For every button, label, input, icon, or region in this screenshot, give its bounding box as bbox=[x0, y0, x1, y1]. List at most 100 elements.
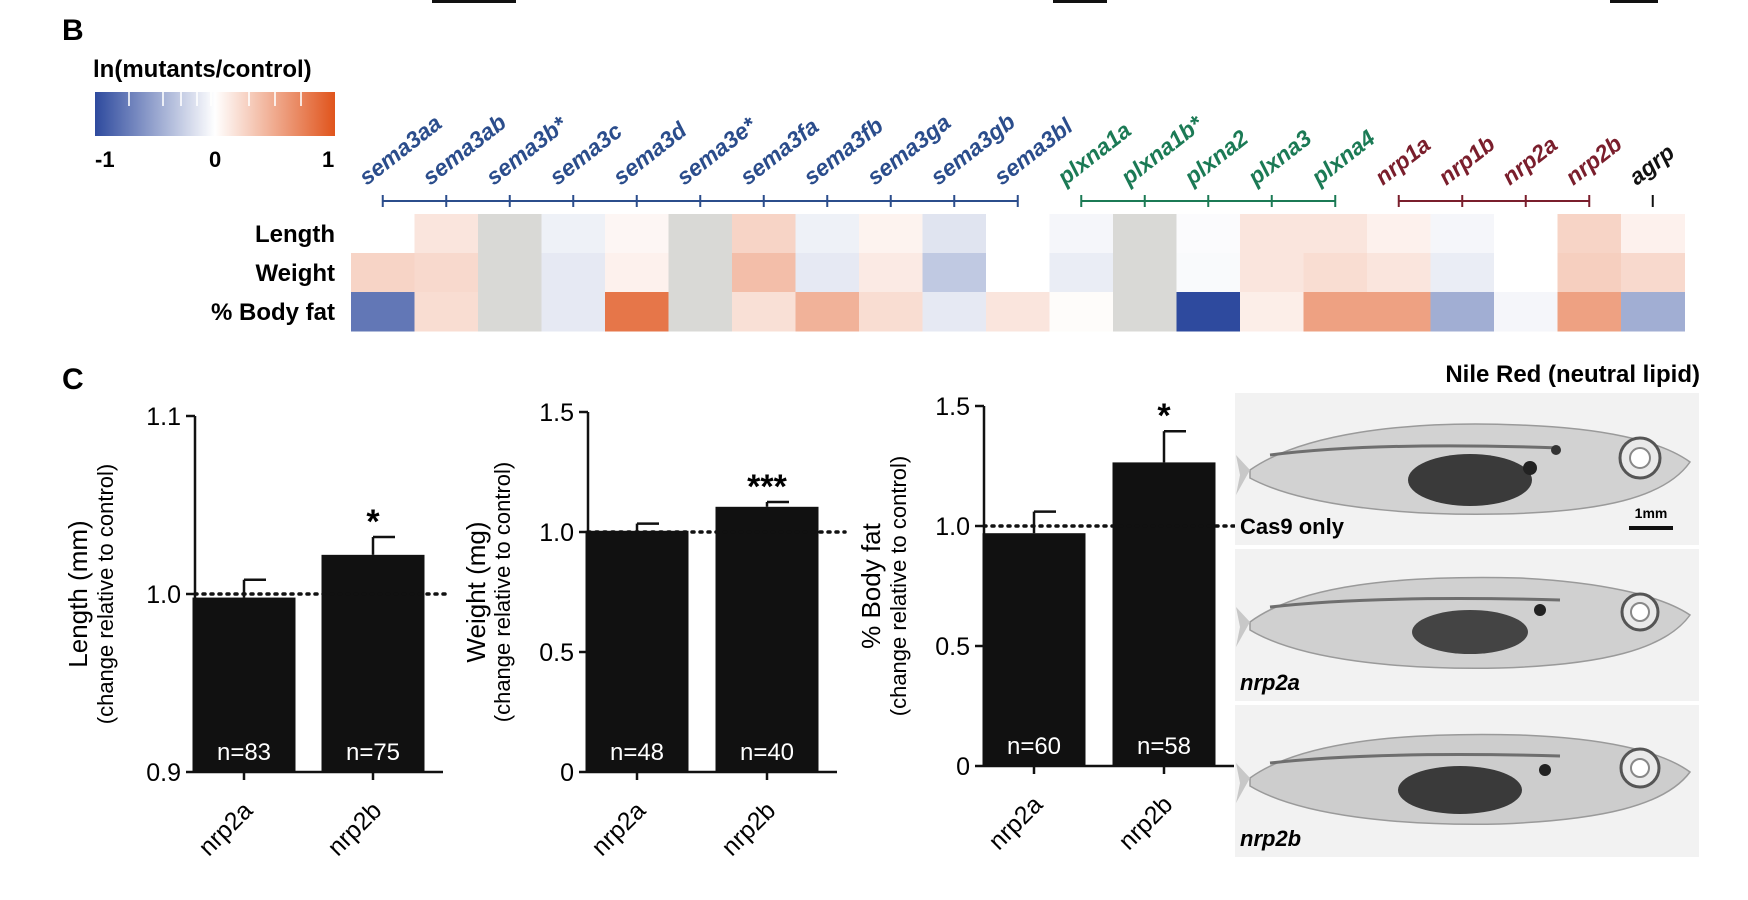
heatmap-cell bbox=[605, 253, 669, 293]
n-label: n=75 bbox=[346, 739, 400, 766]
heatmap-cell bbox=[668, 214, 733, 254]
heatmap-cell bbox=[1621, 214, 1685, 254]
heatmap-cell bbox=[1367, 253, 1431, 293]
fish-label-nrp2b: nrp2b bbox=[1240, 826, 1301, 851]
fish-label-cas9: Cas9 only bbox=[1240, 514, 1345, 539]
heatmap bbox=[351, 214, 1685, 332]
y-tick-label: 0 bbox=[956, 753, 970, 781]
fish-image-nrp2a: nrp2a bbox=[1235, 549, 1699, 701]
scale-ticks bbox=[128, 92, 302, 106]
heatmap-gene-labels: sema3aasema3absema3b*sema3csema3dsema3e*… bbox=[354, 108, 1679, 190]
y-tick-label: 0.5 bbox=[539, 639, 574, 667]
gene-label: nrp2a bbox=[1497, 131, 1563, 190]
heatmap-cell bbox=[1367, 214, 1431, 254]
heatmap-cell bbox=[1494, 214, 1558, 254]
heatmap-cell bbox=[414, 214, 479, 254]
scale-gradient bbox=[95, 92, 335, 136]
heatmap-cell bbox=[668, 292, 733, 332]
y-axis-sublabel: (change relative to control) bbox=[886, 456, 911, 716]
heatmap-cell bbox=[1176, 214, 1241, 254]
heatmap-cell bbox=[351, 292, 415, 332]
heatmap-cell bbox=[859, 292, 923, 332]
x-tick-label: nrp2b bbox=[322, 796, 387, 861]
heatmap-cell bbox=[1430, 292, 1495, 332]
heatmap-cell bbox=[732, 292, 796, 332]
heatmap-family-brackets bbox=[381, 195, 1654, 207]
heatmap-cell bbox=[795, 253, 860, 293]
heatmap-cell bbox=[859, 253, 923, 293]
gene-label: agrp bbox=[1624, 139, 1679, 190]
heatmap-cell bbox=[1430, 214, 1495, 254]
heatmap-cell bbox=[1621, 292, 1685, 332]
gene-label: plxna4 bbox=[1306, 124, 1380, 190]
gene-label: plxna3 bbox=[1242, 124, 1316, 190]
heatmap-cell bbox=[732, 214, 796, 254]
n-label: n=48 bbox=[610, 739, 664, 766]
heatmap-cell bbox=[1621, 253, 1685, 293]
heatmap-row-label: % Body fat bbox=[211, 299, 335, 326]
n-label: n=83 bbox=[217, 739, 271, 766]
x-tick-label: nrp2b bbox=[716, 796, 781, 861]
significance-marker: * bbox=[1157, 397, 1171, 435]
heatmap-cell bbox=[1240, 214, 1304, 254]
heatmap-cell bbox=[1557, 292, 1622, 332]
heatmap-cell bbox=[1303, 253, 1368, 293]
y-axis-label: Length (mm) bbox=[63, 520, 93, 667]
heatmap-cell bbox=[1303, 292, 1368, 332]
heatmap-cell bbox=[1494, 292, 1558, 332]
y-axis-label: Weight (mg) bbox=[461, 521, 491, 662]
heatmap-cell bbox=[478, 214, 542, 254]
heatmap-cell bbox=[795, 292, 860, 332]
heatmap-cell bbox=[1430, 253, 1495, 293]
y-tick-label: 0.5 bbox=[935, 633, 970, 661]
heatmap-cell bbox=[1113, 292, 1177, 332]
y-tick-label: 1.0 bbox=[935, 513, 970, 541]
heatmap-cell bbox=[1176, 253, 1241, 293]
heatmap-cell bbox=[541, 292, 606, 332]
heatmap-cell bbox=[478, 292, 542, 332]
y-tick-label: 0 bbox=[560, 759, 574, 787]
scale-mid-label: 0 bbox=[209, 147, 221, 172]
weight-bar-chart: 0 0.5 1.0 1.5 Weight (mg) (change relative to… bbox=[461, 399, 847, 861]
heatmap-cell bbox=[1113, 253, 1177, 293]
heatmap-cell bbox=[605, 214, 669, 254]
heatmap-cell bbox=[1303, 214, 1368, 254]
heatmap-cell bbox=[351, 253, 415, 293]
x-tick-label: nrp2a bbox=[586, 796, 651, 861]
heatmap-cell bbox=[1240, 292, 1304, 332]
y-tick-label: 1.5 bbox=[539, 399, 574, 427]
heatmap-cell bbox=[414, 292, 479, 332]
scale-bar-label: 1mm bbox=[1635, 505, 1668, 521]
n-label: n=58 bbox=[1137, 733, 1191, 760]
heatmap-cell bbox=[859, 214, 923, 254]
heatmap-cell bbox=[922, 292, 987, 332]
heatmap-cell bbox=[1557, 214, 1622, 254]
heatmap-cell bbox=[668, 253, 733, 293]
scale-min-label: -1 bbox=[95, 147, 115, 172]
y-axis-sublabel: (change relative to control) bbox=[490, 462, 515, 722]
top-edge-mark-1 bbox=[432, 0, 516, 3]
top-edge-mark-3 bbox=[1610, 0, 1658, 3]
y-axis-label: % Body fat bbox=[856, 522, 886, 649]
panel-c-letter: C bbox=[62, 363, 84, 396]
heatmap-cell bbox=[795, 214, 860, 254]
top-edge-mark-2 bbox=[1053, 0, 1107, 3]
heatmap-cell bbox=[541, 214, 606, 254]
gene-label: nrp2b bbox=[1560, 130, 1626, 190]
heatmap-cell bbox=[986, 253, 1050, 293]
scale-bar bbox=[1629, 526, 1673, 530]
y-tick-label: 1.0 bbox=[146, 581, 181, 609]
y-tick-label: 0.9 bbox=[146, 759, 181, 787]
x-tick-label: nrp2b bbox=[1113, 790, 1178, 855]
scale-title: ln(mutants/control) bbox=[93, 56, 312, 83]
heatmap-cell bbox=[732, 253, 796, 293]
scale-max-label: 1 bbox=[322, 147, 334, 172]
heatmap-cell bbox=[1049, 214, 1114, 254]
bar bbox=[982, 533, 1086, 766]
significance-marker: *** bbox=[747, 468, 787, 506]
y-tick-label: 1.5 bbox=[935, 393, 970, 421]
color-scale: ln(mutants/control) -1 0 1 bbox=[93, 56, 335, 172]
bar bbox=[321, 554, 425, 772]
heatmap-cell bbox=[1240, 253, 1304, 293]
